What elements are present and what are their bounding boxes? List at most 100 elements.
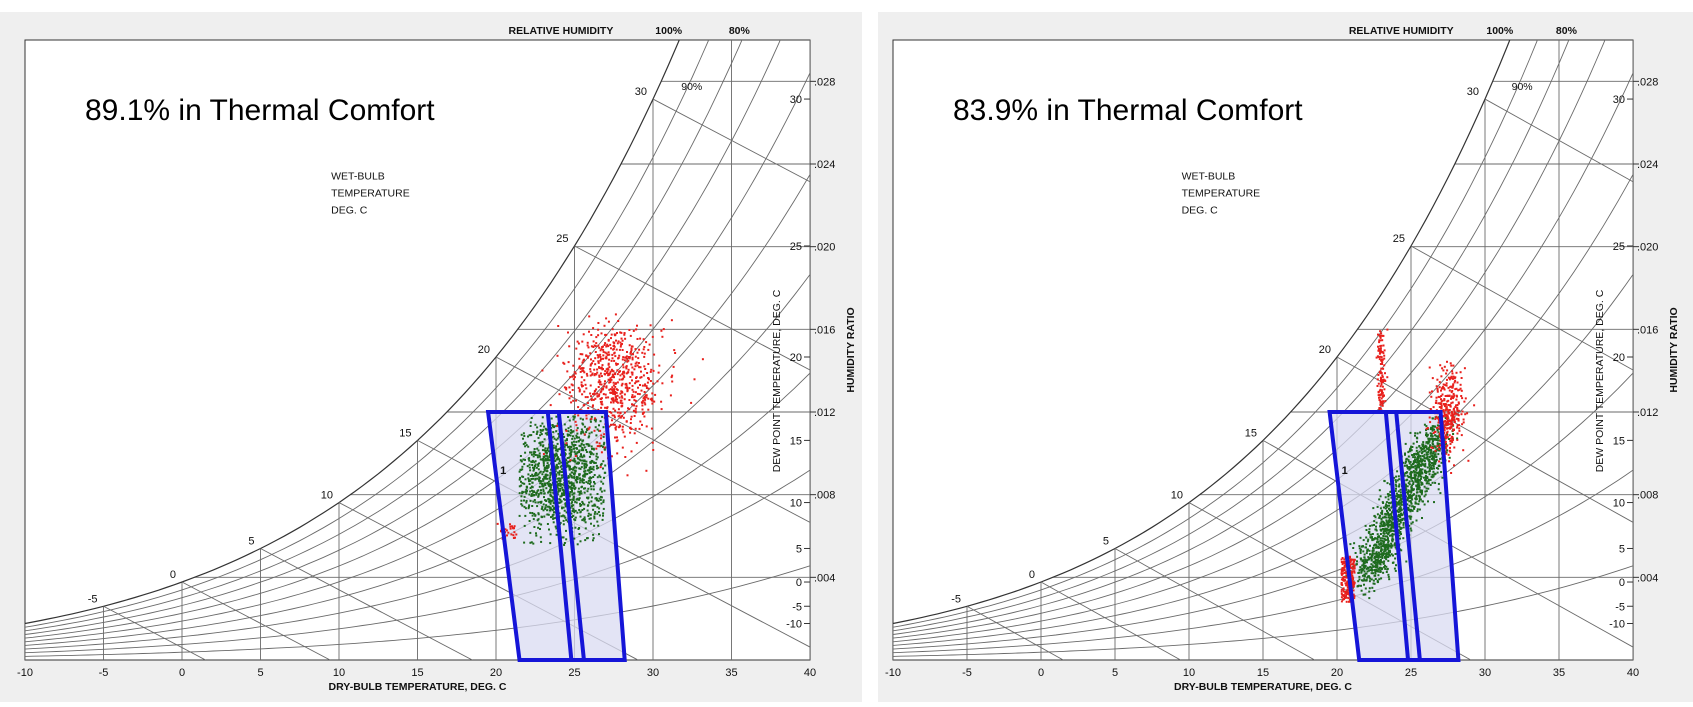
data-point-comfort xyxy=(543,516,545,518)
data-point-comfort xyxy=(1382,537,1384,539)
data-point-comfort xyxy=(1387,533,1389,535)
data-point-comfort xyxy=(571,438,573,440)
data-point-comfort xyxy=(549,542,551,544)
data-point-comfort xyxy=(560,485,562,487)
data-point-comfort xyxy=(1424,486,1426,488)
data-point-discomfort xyxy=(1383,355,1385,357)
data-point-discomfort xyxy=(566,370,568,372)
data-point-comfort xyxy=(590,421,592,423)
data-point-discomfort xyxy=(625,367,627,369)
data-point-comfort xyxy=(1431,433,1433,435)
data-point-comfort xyxy=(1357,580,1359,582)
data-point-discomfort xyxy=(642,409,644,411)
data-point-comfort xyxy=(579,505,581,507)
data-point-comfort xyxy=(520,503,522,505)
data-point-discomfort xyxy=(590,418,592,420)
data-point-comfort xyxy=(1378,498,1380,500)
data-point-comfort xyxy=(1363,539,1365,541)
data-point-discomfort xyxy=(1386,376,1388,378)
dew-point-label: 5 xyxy=(796,543,802,555)
data-point-comfort xyxy=(1387,495,1389,497)
data-point-comfort xyxy=(546,465,548,467)
data-point-comfort xyxy=(1414,456,1416,458)
data-point-comfort xyxy=(1380,537,1382,539)
data-point-discomfort xyxy=(671,375,673,377)
data-point-comfort xyxy=(1421,493,1423,495)
data-point-discomfort xyxy=(581,376,583,378)
data-point-comfort xyxy=(579,491,581,493)
chart-panel-right: 1 -10 -5 0 5 10 15 20 25 30 35 40 DRY-BULB TEMPERATU… xyxy=(878,12,1693,702)
data-point-comfort xyxy=(599,476,601,478)
data-point-comfort xyxy=(553,502,555,504)
data-point-comfort xyxy=(1395,485,1397,487)
data-point-discomfort xyxy=(1381,363,1383,365)
data-point-comfort xyxy=(603,436,605,438)
data-point-discomfort xyxy=(1449,447,1451,449)
data-point-discomfort xyxy=(603,351,605,353)
data-point-discomfort xyxy=(1383,394,1385,396)
data-point-discomfort xyxy=(1450,421,1452,423)
data-point-discomfort xyxy=(571,395,573,397)
data-point-comfort xyxy=(1419,487,1421,489)
data-point-comfort xyxy=(538,476,540,478)
data-point-comfort xyxy=(1425,476,1427,478)
data-point-comfort xyxy=(533,455,535,457)
data-point-discomfort xyxy=(1458,424,1460,426)
dew-point-label: 30 xyxy=(1613,94,1625,106)
data-point-comfort xyxy=(546,470,548,472)
data-point-discomfort xyxy=(1377,334,1379,336)
data-point-comfort xyxy=(1425,446,1427,448)
data-point-discomfort xyxy=(584,433,586,435)
data-point-comfort xyxy=(571,449,573,451)
data-point-discomfort xyxy=(592,373,594,375)
data-point-comfort xyxy=(1411,503,1413,505)
data-point-comfort xyxy=(554,460,556,462)
data-point-discomfort xyxy=(643,356,645,358)
wet-bulb-title: TEMPERATURE xyxy=(331,188,410,200)
data-point-comfort xyxy=(559,488,561,490)
data-point-comfort xyxy=(1378,543,1380,545)
data-point-discomfort xyxy=(626,372,628,374)
data-point-discomfort xyxy=(576,429,578,431)
data-point-discomfort xyxy=(1378,339,1380,341)
data-point-discomfort xyxy=(567,332,569,334)
data-point-discomfort xyxy=(1437,388,1439,390)
data-point-discomfort xyxy=(1463,401,1465,403)
data-point-discomfort xyxy=(1466,412,1468,414)
data-point-discomfort xyxy=(608,321,610,323)
data-point-comfort xyxy=(1417,452,1419,454)
data-point-comfort xyxy=(534,465,536,467)
data-point-comfort xyxy=(1371,568,1373,570)
data-point-comfort xyxy=(578,509,580,511)
data-point-comfort xyxy=(1408,482,1410,484)
data-point-comfort xyxy=(587,515,589,517)
data-point-discomfort xyxy=(1438,396,1440,398)
data-point-comfort xyxy=(573,499,575,501)
data-point-discomfort xyxy=(631,374,633,376)
data-point-comfort xyxy=(553,426,555,428)
data-point-comfort xyxy=(574,438,576,440)
data-point-discomfort xyxy=(673,366,675,368)
data-point-comfort xyxy=(543,490,545,492)
data-point-comfort xyxy=(1437,442,1439,444)
data-point-discomfort xyxy=(1384,372,1386,374)
data-point-discomfort xyxy=(608,359,610,361)
data-point-comfort xyxy=(1410,530,1412,532)
data-point-comfort xyxy=(573,444,575,446)
data-point-comfort xyxy=(1437,440,1439,442)
data-point-comfort xyxy=(1416,520,1418,522)
data-point-comfort xyxy=(1410,492,1412,494)
data-point-comfort xyxy=(555,445,557,447)
data-point-comfort xyxy=(1369,525,1371,527)
data-point-discomfort xyxy=(601,403,603,405)
data-point-discomfort xyxy=(557,355,559,357)
data-point-comfort xyxy=(1371,524,1373,526)
wet-bulb-value: 30 xyxy=(635,86,647,98)
data-point-discomfort xyxy=(1377,355,1379,357)
data-point-discomfort xyxy=(635,377,637,379)
data-point-comfort xyxy=(1431,455,1433,457)
data-point-discomfort xyxy=(1446,418,1448,420)
data-point-discomfort xyxy=(588,331,590,333)
data-point-comfort xyxy=(1415,453,1417,455)
data-point-discomfort xyxy=(1344,565,1346,567)
